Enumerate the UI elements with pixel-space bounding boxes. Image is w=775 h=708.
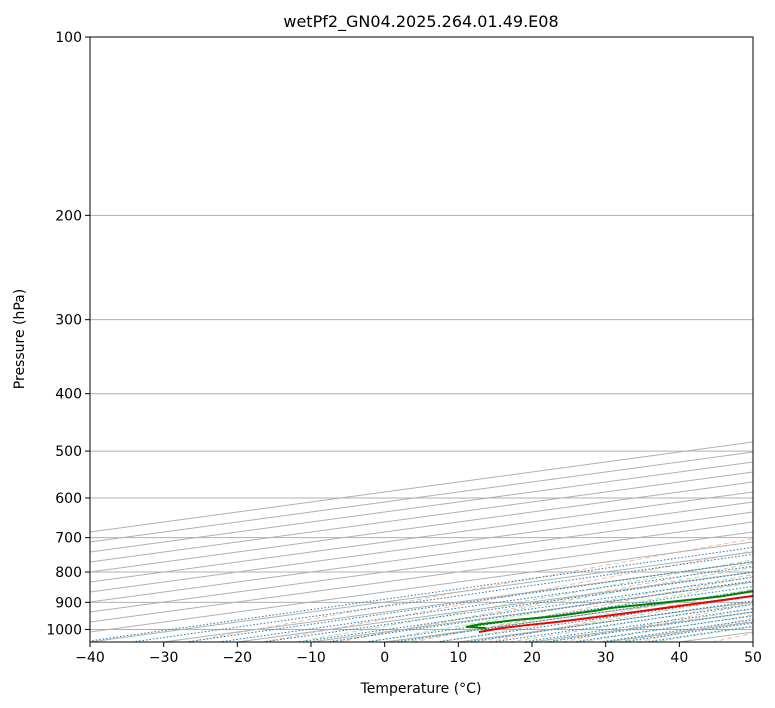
grid-layer <box>90 37 753 642</box>
plot-background <box>90 37 753 642</box>
y-tick-label: 500 <box>55 444 82 460</box>
y-tick-label: 1000 <box>46 622 82 638</box>
y-tick-label: 400 <box>55 387 82 403</box>
mixing-ratio-line <box>185 561 753 642</box>
y-tick-label: 600 <box>55 491 82 507</box>
isotherm-line <box>90 521 753 613</box>
y-tick-label: 100 <box>55 30 82 46</box>
x-tick-label: 40 <box>670 650 688 666</box>
chart-title: wetPf2_GN04.2025.264.01.49.E08 <box>283 12 558 32</box>
isotherm-line <box>90 451 753 543</box>
y-tick-label: 700 <box>55 531 82 547</box>
mixing-ratio-line <box>394 590 753 642</box>
dewpoint-profile-line <box>465 590 753 630</box>
isotherm-line <box>90 531 753 623</box>
isotherm-line <box>90 471 753 563</box>
y-tick-label: 900 <box>55 595 82 611</box>
x-tick-label: −20 <box>223 650 253 666</box>
x-tick-label: 10 <box>449 650 467 666</box>
series-layer <box>465 590 753 633</box>
mixing-ratio-line <box>436 595 753 642</box>
x-axis-label: Temperature (°C) <box>360 681 482 697</box>
temperature-profile-line <box>478 594 753 633</box>
x-tick-label: −30 <box>149 650 179 666</box>
x-tick-label: 50 <box>744 650 762 666</box>
isotherm-line <box>90 501 753 593</box>
isotherm-line <box>752 641 753 642</box>
tick-layer: −40 −30 −20 −10 0 10 20 30 40 50 100 200 300 400 500 60… <box>46 30 762 666</box>
isotherm-line <box>90 511 753 603</box>
y-tick-label: 800 <box>55 565 82 581</box>
x-tick-label: −10 <box>296 650 326 666</box>
isotherm-line <box>90 461 753 553</box>
isotherm-line <box>90 481 753 573</box>
x-tick-label: 0 <box>380 650 389 666</box>
y-tick-label: 300 <box>55 313 82 329</box>
mixing-ratio-line <box>90 546 753 642</box>
y-axis-label: Pressure (hPa) <box>12 289 28 389</box>
moist-adiabat <box>473 595 753 642</box>
mixing-ratio-line <box>467 600 753 642</box>
mixing-ratio-line <box>131 553 753 642</box>
y-tick-label: 200 <box>55 208 82 224</box>
x-tick-label: 20 <box>523 650 541 666</box>
x-tick-label: −40 <box>75 650 105 666</box>
plot-frame <box>89 36 754 643</box>
moist-adiabat <box>403 581 753 642</box>
moist-adiabat <box>331 566 753 642</box>
x-tick-label: 30 <box>597 650 615 666</box>
isotherm-line <box>90 491 753 583</box>
